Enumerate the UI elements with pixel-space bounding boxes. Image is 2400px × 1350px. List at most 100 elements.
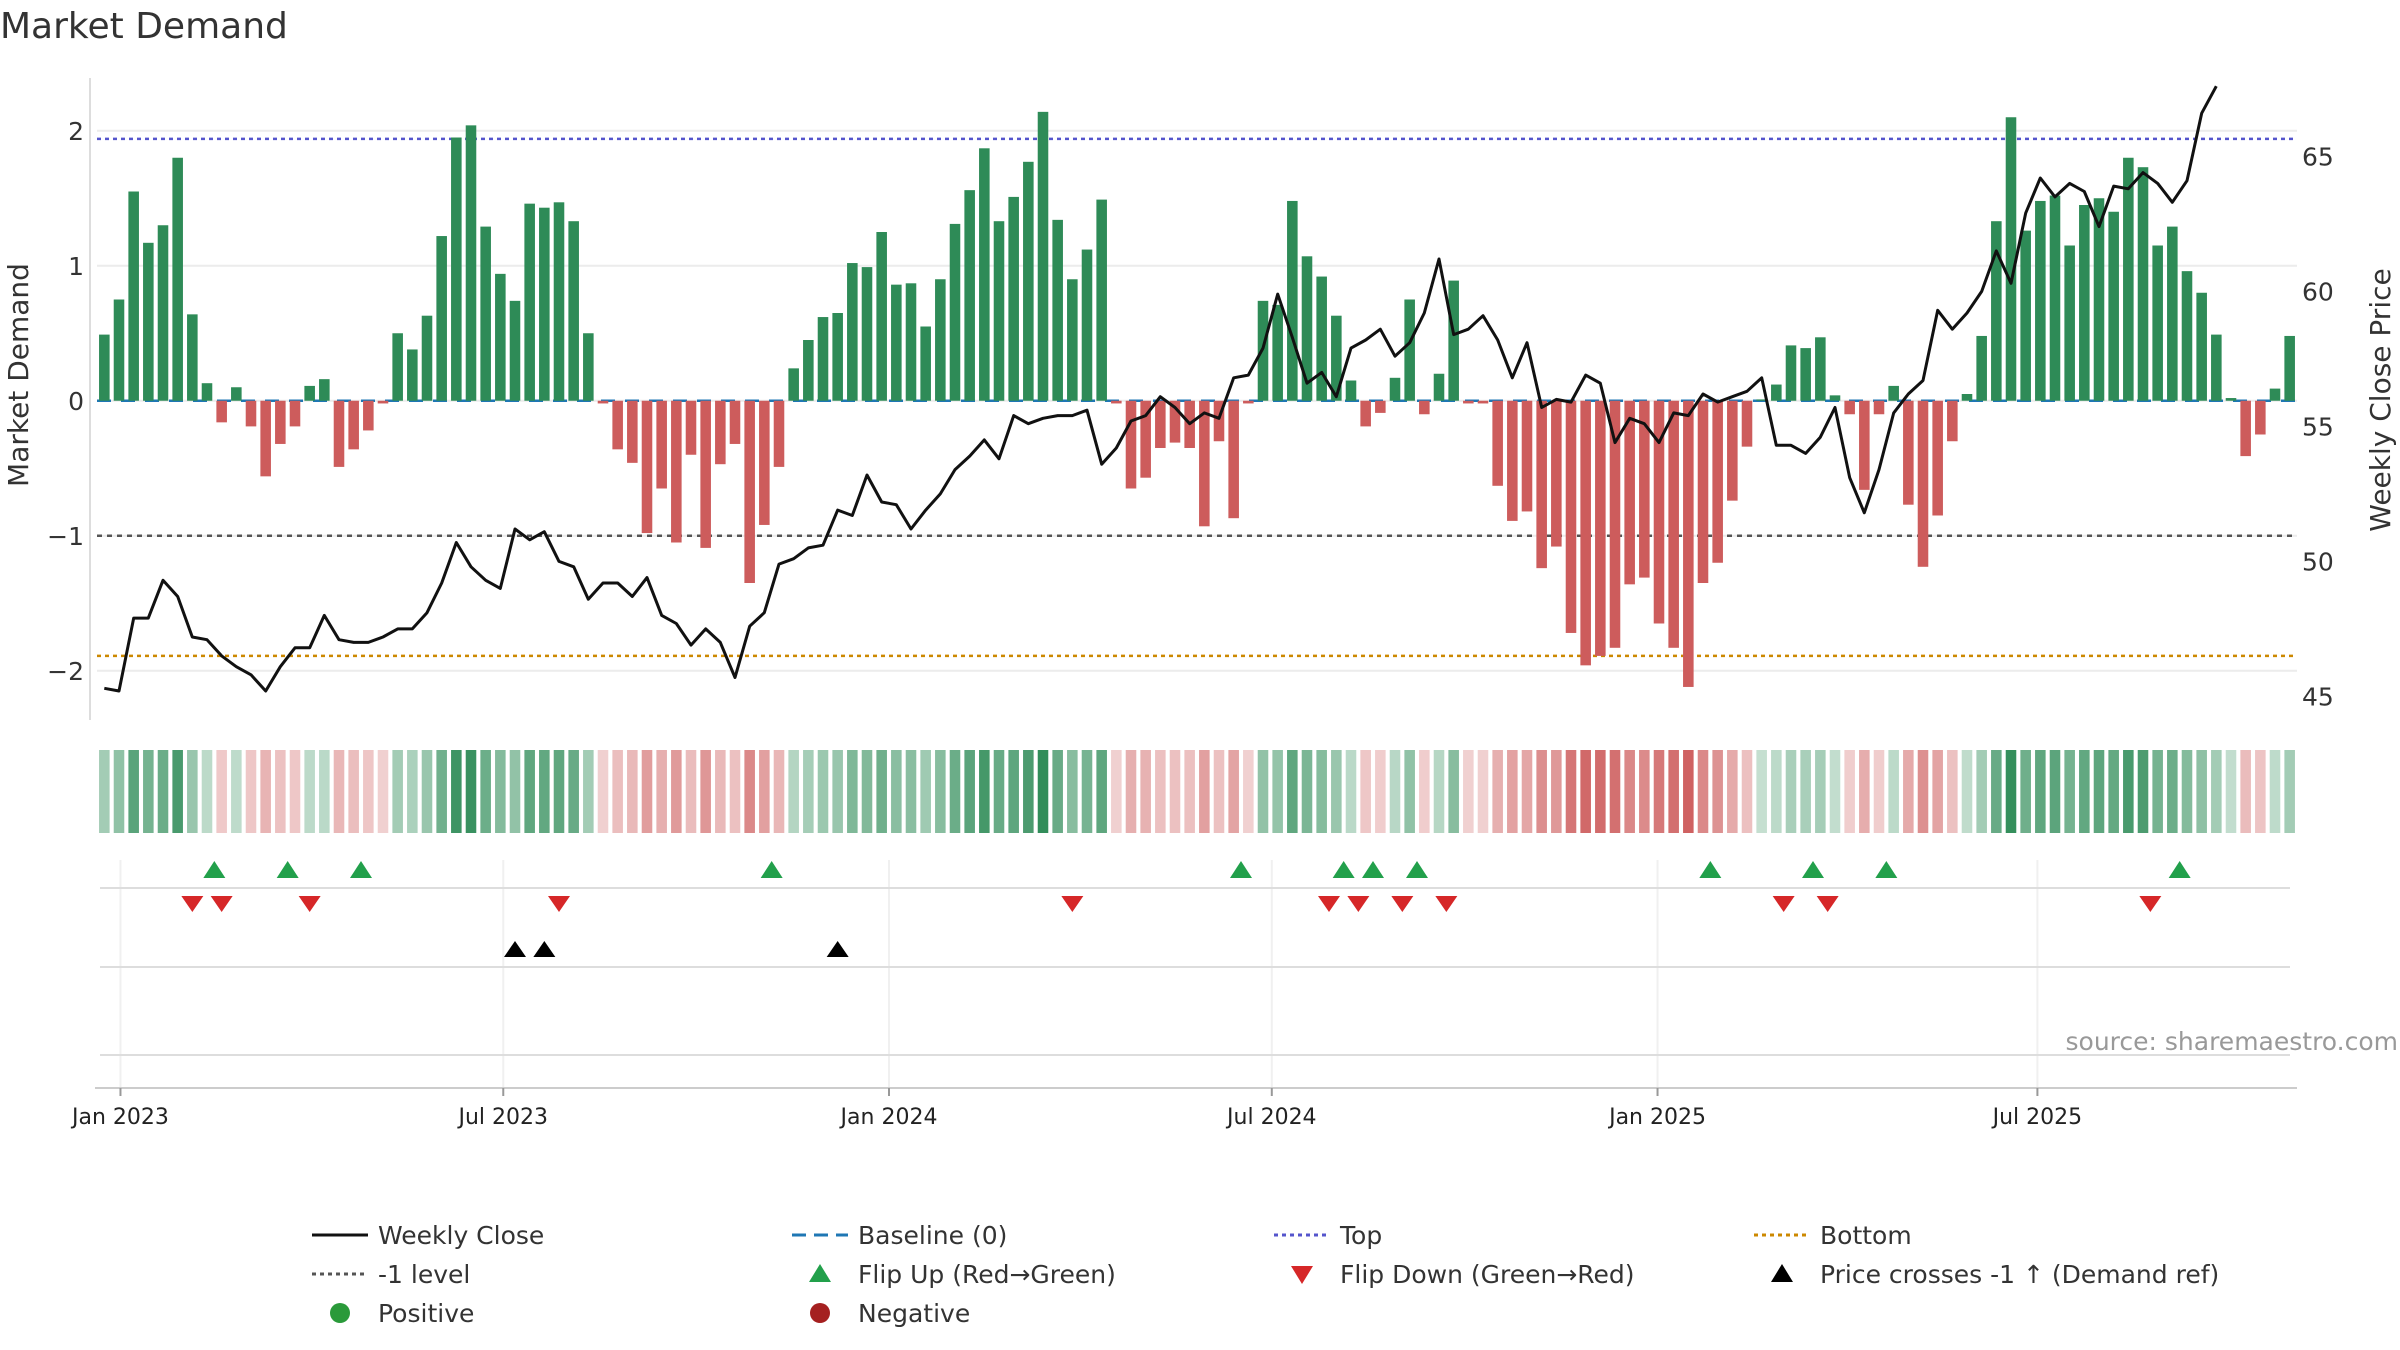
heat-cell xyxy=(245,750,257,833)
demand-bar xyxy=(2255,400,2266,435)
demand-bar xyxy=(1199,400,1210,527)
demand-bar xyxy=(2005,117,2017,401)
heat-cell xyxy=(275,750,286,833)
heat-cell xyxy=(2093,750,2105,833)
heat-cell xyxy=(949,750,961,833)
demand-bar xyxy=(216,400,227,423)
heat-cell xyxy=(1683,750,1694,833)
demand-bar xyxy=(553,202,565,401)
legend-label: Price crosses -1 ↑ (Demand ref) xyxy=(1820,1259,2220,1289)
heat-cell xyxy=(1873,750,1885,833)
demand-bar xyxy=(539,207,550,401)
demand-bar xyxy=(304,385,315,401)
demand-bar xyxy=(1903,400,1914,505)
heat-cell xyxy=(509,750,521,833)
demand-bar xyxy=(319,379,330,401)
demand-bar xyxy=(1639,400,1650,578)
demand-bar xyxy=(949,223,961,401)
legend-item-negative: Negative xyxy=(790,1298,970,1328)
heat-cell xyxy=(1697,750,1709,833)
heat-cell xyxy=(113,750,125,833)
flip-up-marker xyxy=(1875,861,1898,878)
heat-cell xyxy=(1771,750,1782,833)
demand-bar xyxy=(2020,230,2031,401)
flip-up-marker xyxy=(203,861,226,878)
demand-bar xyxy=(1551,400,1562,547)
legend-item-price-cross: Price crosses -1 ↑ (Demand ref) xyxy=(1752,1259,2219,1289)
legend-line-solid-icon xyxy=(310,1220,370,1250)
flip-up-marker xyxy=(1699,861,1722,878)
heat-cell xyxy=(729,750,741,833)
heat-cell xyxy=(1991,750,2002,833)
demand-bar xyxy=(1375,400,1386,413)
demand-bar xyxy=(656,400,667,489)
y-tick-label: −1 xyxy=(47,522,84,551)
legend-label: Bottom xyxy=(1820,1220,1912,1250)
flip-up-marker xyxy=(276,861,299,878)
demand-bar xyxy=(421,315,433,401)
heat-cell xyxy=(832,750,843,833)
x-tick-label: Jul 2023 xyxy=(457,1105,549,1130)
flip-down-marker xyxy=(1347,896,1370,912)
demand-bar xyxy=(348,400,359,450)
demand-bar xyxy=(1668,400,1679,648)
demand-bar xyxy=(245,400,257,427)
heat-cell xyxy=(1521,750,1533,833)
heat-cell xyxy=(1507,750,1518,833)
heat-cell xyxy=(744,750,755,833)
heat-cell xyxy=(1859,750,1870,833)
heat-cell xyxy=(2049,750,2061,833)
demand-bar xyxy=(2196,292,2207,401)
demand-bar xyxy=(1140,400,1151,478)
demand-bar xyxy=(583,333,594,401)
demand-bar xyxy=(1873,400,1885,415)
flip-down-marker xyxy=(1772,896,1795,912)
demand-bar xyxy=(729,400,741,444)
heat-cell xyxy=(333,750,345,833)
heat-cell xyxy=(685,750,697,833)
y2-axis-label: Weekly Close Price xyxy=(2364,268,2397,531)
legend-triangle-up-black-icon xyxy=(1752,1259,1812,1289)
demand-bar xyxy=(1785,345,1797,401)
heat-cell xyxy=(1331,750,1342,833)
demand-bar xyxy=(451,137,462,401)
demand-bar xyxy=(2167,226,2178,401)
flip-up-marker xyxy=(760,861,783,878)
heat-cell xyxy=(803,750,814,833)
flip-up-marker xyxy=(1230,861,1252,878)
demand-bar xyxy=(1712,400,1723,563)
x-tick-label: Jan 2024 xyxy=(839,1105,938,1130)
demand-bar xyxy=(1917,400,1929,567)
demand-bar xyxy=(759,400,770,525)
demand-bar xyxy=(1463,400,1474,404)
demand-bar xyxy=(568,221,579,401)
demand-bar xyxy=(1756,399,1767,401)
heat-cell xyxy=(920,750,931,833)
heat-cell xyxy=(231,750,242,833)
demand-bar xyxy=(187,314,198,401)
demand-bar xyxy=(1565,400,1577,633)
demand-bar xyxy=(1228,400,1239,519)
demand-bar xyxy=(803,340,814,401)
demand-bar xyxy=(715,400,726,465)
heat-cell xyxy=(1389,750,1401,833)
legend-label: Positive xyxy=(378,1298,475,1328)
y-tick-label: 2 xyxy=(68,117,84,146)
legend-dot-red-icon xyxy=(790,1298,850,1328)
heat-cell xyxy=(377,750,389,833)
heat-cell xyxy=(1756,750,1767,833)
demand-bar xyxy=(935,279,946,401)
demand-bar xyxy=(979,148,990,401)
heat-cell xyxy=(1463,750,1474,833)
heat-cell xyxy=(788,750,799,833)
heat-cell xyxy=(436,750,447,833)
demand-bar xyxy=(1360,400,1371,427)
heat-cell xyxy=(187,750,198,833)
heat-cell xyxy=(2269,750,2281,833)
heat-cell xyxy=(1800,750,1811,833)
flip-up-marker xyxy=(2168,861,2191,878)
demand-bar xyxy=(392,333,403,401)
heat-cell xyxy=(1492,750,1503,833)
heat-cell xyxy=(392,750,403,833)
demand-bar xyxy=(685,400,697,455)
